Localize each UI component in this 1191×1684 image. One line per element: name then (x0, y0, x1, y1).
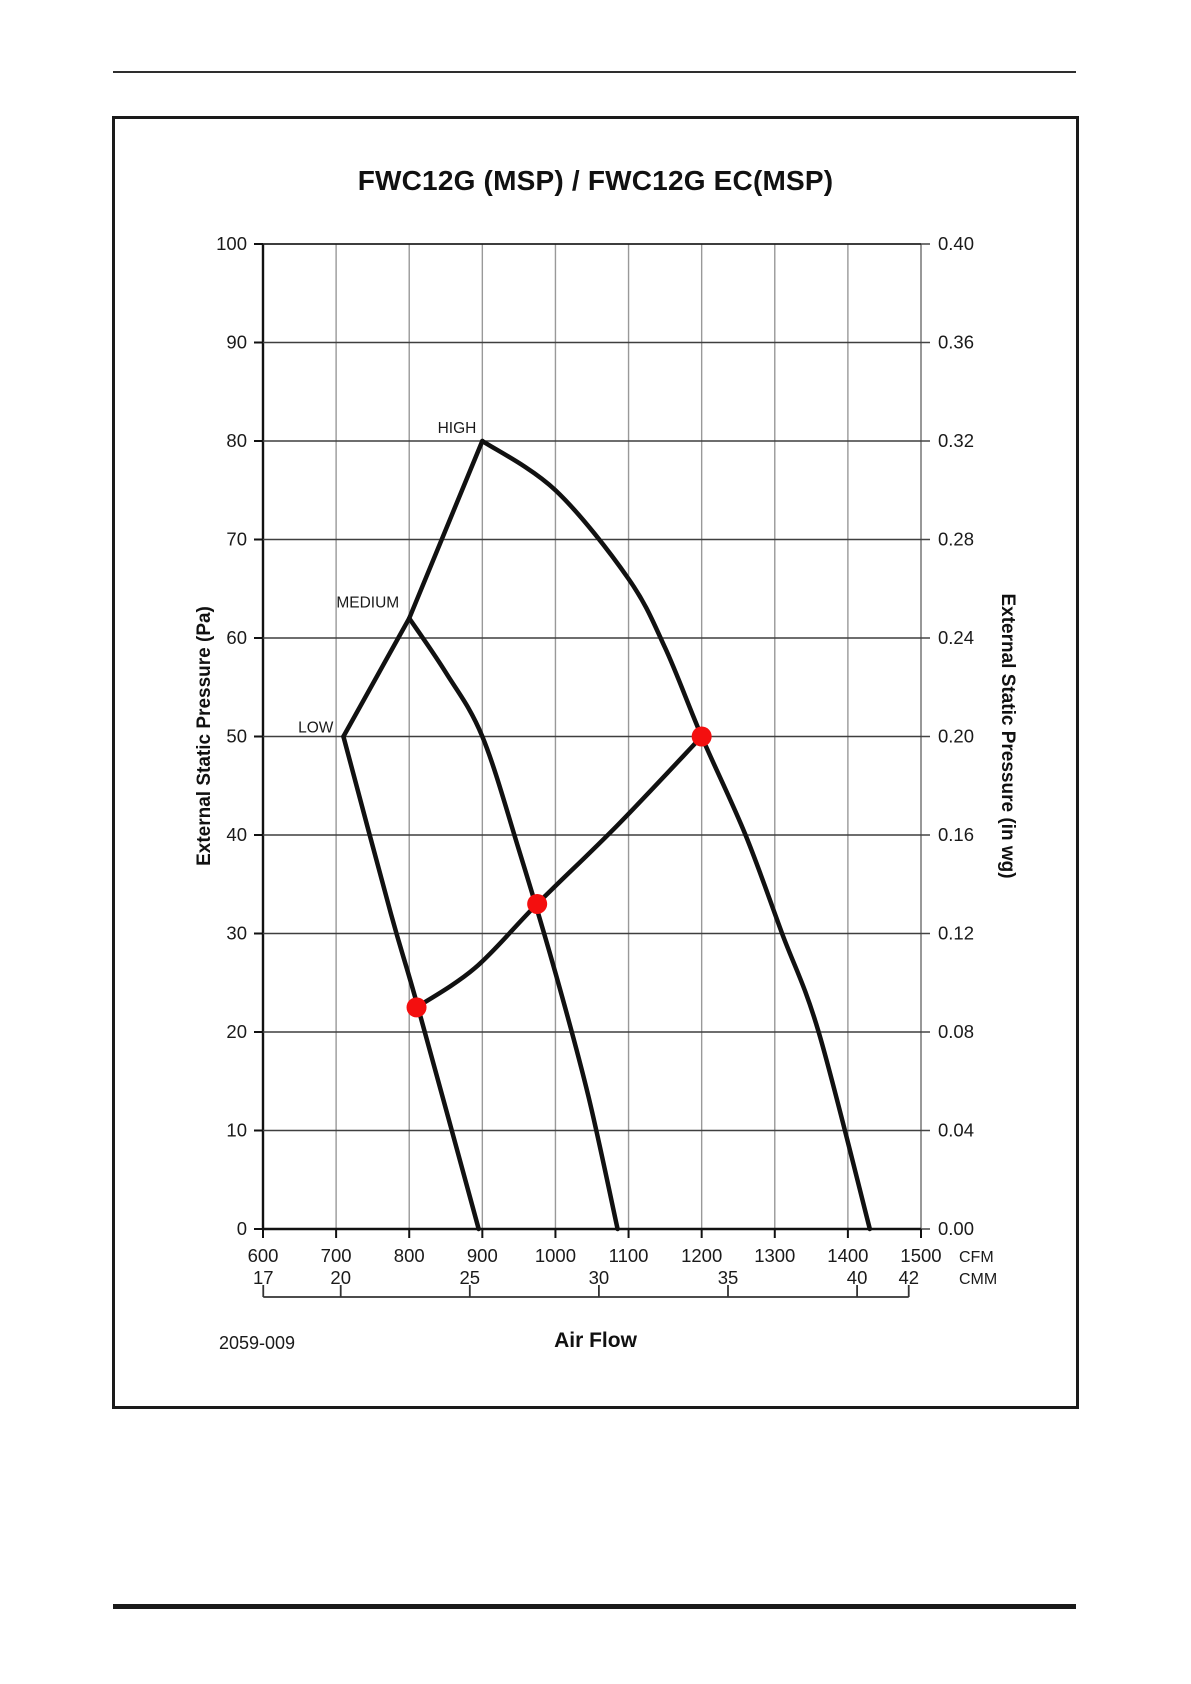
svg-text:0.28: 0.28 (938, 529, 974, 550)
svg-text:600: 600 (248, 1245, 279, 1266)
svg-text:50: 50 (226, 726, 247, 747)
svg-text:MEDIUM: MEDIUM (336, 594, 399, 611)
svg-text:90: 90 (226, 332, 247, 353)
svg-text:30: 30 (589, 1267, 610, 1288)
svg-text:35: 35 (718, 1267, 739, 1288)
svg-text:1500: 1500 (900, 1245, 941, 1266)
svg-text:700: 700 (321, 1245, 352, 1266)
svg-text:0.20: 0.20 (938, 726, 974, 747)
svg-text:100: 100 (216, 233, 247, 254)
svg-text:0: 0 (237, 1218, 247, 1239)
svg-text:1100: 1100 (609, 1245, 649, 1266)
svg-text:17: 17 (253, 1267, 274, 1288)
svg-text:80: 80 (226, 430, 247, 451)
svg-text:40: 40 (226, 824, 247, 845)
fan-performance-plot: 0 0.00 10 0.04 20 0.08 30 0.12 40 0.16 50 0.20 60 0.2… (216, 233, 997, 1298)
svg-text:20: 20 (226, 1021, 247, 1042)
x-axis-title: Air Flow (554, 1329, 637, 1352)
svg-text:0.00: 0.00 (938, 1218, 974, 1239)
svg-text:CMM: CMM (959, 1271, 997, 1288)
svg-text:0.12: 0.12 (938, 923, 974, 944)
svg-text:1200: 1200 (681, 1245, 722, 1266)
svg-text:60: 60 (226, 627, 247, 648)
svg-text:20: 20 (330, 1267, 351, 1288)
svg-text:0.16: 0.16 (938, 824, 974, 845)
bottom-rule (113, 1604, 1076, 1609)
svg-text:42: 42 (898, 1267, 919, 1288)
svg-text:1400: 1400 (827, 1245, 868, 1266)
svg-text:10: 10 (226, 1120, 247, 1141)
svg-text:40: 40 (847, 1267, 868, 1288)
document-number: 2059-009 (219, 1333, 296, 1353)
svg-text:30: 30 (226, 923, 247, 944)
svg-text:1300: 1300 (754, 1245, 795, 1266)
svg-text:0.08: 0.08 (938, 1021, 974, 1042)
svg-text:25: 25 (460, 1267, 481, 1288)
svg-text:900: 900 (467, 1245, 498, 1266)
fan-curve-panel: FWC12G (MSP) / FWC12G EC(MSP) External S… (112, 116, 1079, 1409)
svg-text:70: 70 (226, 529, 247, 550)
svg-text:LOW: LOW (298, 720, 334, 737)
svg-text:HIGH: HIGH (438, 420, 477, 437)
svg-text:0.24: 0.24 (938, 627, 974, 648)
svg-text:0.32: 0.32 (938, 430, 974, 451)
svg-text:800: 800 (394, 1245, 425, 1266)
svg-text:CFM: CFM (959, 1249, 994, 1266)
chart-title: FWC12G (MSP) / FWC12G EC(MSP) (357, 165, 834, 196)
svg-text:1000: 1000 (535, 1245, 576, 1266)
svg-text:0.36: 0.36 (938, 332, 974, 353)
svg-text:0.40: 0.40 (938, 233, 974, 254)
top-rule (113, 71, 1076, 73)
svg-text:0.04: 0.04 (938, 1120, 974, 1141)
